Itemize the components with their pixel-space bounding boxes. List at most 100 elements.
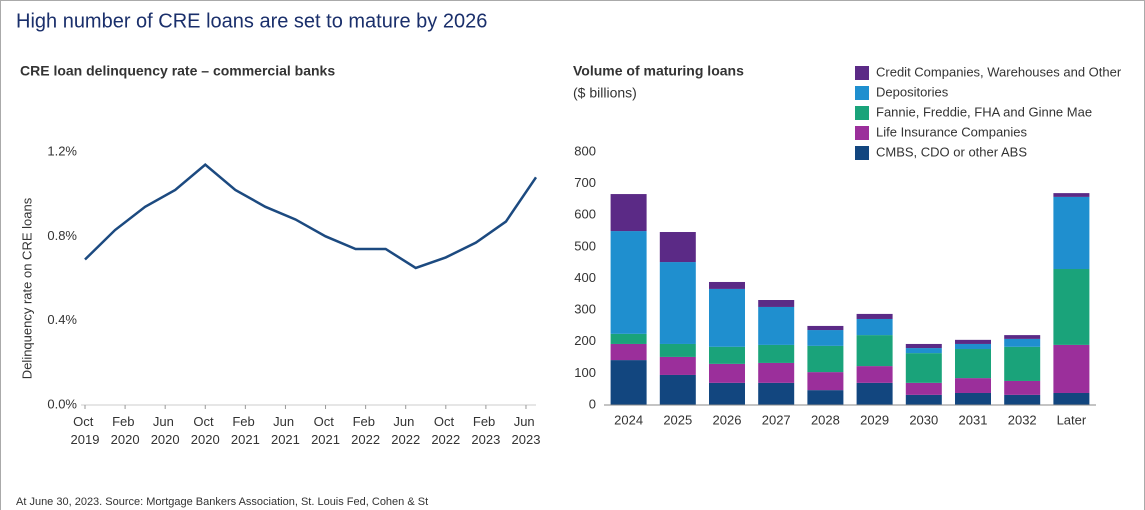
bar-segment — [905, 353, 942, 383]
x-tick-label-line: 2022 — [431, 432, 460, 447]
bar-segment — [709, 363, 745, 383]
bar-segment — [1004, 335, 1041, 339]
legend-swatch — [855, 126, 869, 140]
x-tick-label-line: Jun — [273, 414, 298, 429]
legend-label: Life Insurance Companies — [876, 124, 1028, 139]
bar-segment — [1004, 338, 1041, 347]
x-tick-label: Feb 2023 — [471, 414, 500, 447]
bar-segment — [1053, 344, 1090, 393]
bar-segment — [709, 346, 745, 364]
legend-swatch — [855, 146, 869, 160]
bar-segment — [856, 382, 893, 405]
x-tick-label-line: 2021 — [311, 432, 340, 447]
bar-segment — [856, 318, 893, 336]
x-tick-label-line: Feb — [353, 414, 379, 429]
bar-segment — [807, 372, 844, 391]
x-tick-label: Oct 2021 — [311, 414, 340, 447]
bar-segment — [955, 343, 991, 350]
bar-segment — [659, 356, 696, 375]
x-tick-label-line: 2021 — [271, 432, 300, 447]
y-tick-label: 0.8% — [47, 228, 77, 243]
legend-swatch — [855, 66, 869, 80]
bar-segment — [610, 194, 647, 232]
y-tick-label: 1.2% — [47, 143, 77, 158]
y-tick-label: 0.0% — [47, 396, 77, 411]
x-tick-label-line: Jun — [514, 414, 539, 429]
legend-label: Depositories — [876, 84, 949, 99]
x-tick-label: Jun 2022 — [391, 414, 420, 447]
x-tick-label-line: 2021 — [231, 432, 260, 447]
bar-segment — [955, 349, 991, 379]
x-tick-label-line: Oct — [314, 414, 338, 429]
x-tick-label: Jun 2023 — [512, 414, 541, 447]
y-tick-label: 800 — [574, 143, 596, 158]
line-series — [84, 163, 538, 270]
bar-segment — [807, 345, 844, 373]
bar-segment — [709, 281, 745, 289]
y-tick-label: 700 — [574, 175, 596, 190]
x-tick-label-line: 2019 — [71, 432, 100, 447]
bar-segment — [905, 343, 942, 349]
x-tick-label: 2026 — [713, 412, 742, 427]
x-tick-label: 2029 — [860, 412, 889, 427]
bar-segment — [955, 392, 991, 405]
bar-segment — [905, 348, 942, 354]
bar-segment — [1053, 196, 1090, 270]
page-title: High number of CRE loans are set to matu… — [16, 10, 487, 32]
x-tick-label-line: Jun — [393, 414, 418, 429]
bar-segment — [856, 313, 893, 319]
x-tick-label: 2030 — [909, 412, 938, 427]
x-tick-label: Oct 2020 — [191, 414, 220, 447]
bar-segment — [856, 335, 893, 367]
bar-segment — [905, 382, 942, 395]
y-axis-label: Delinquency rate on CRE loans — [19, 197, 34, 379]
x-tick-label-line: 2022 — [391, 432, 420, 447]
bar-segment — [1004, 346, 1041, 381]
bar-segment — [807, 330, 844, 346]
chart-title: Volume of maturing loans — [573, 63, 744, 79]
x-tick-label: Feb 2020 — [111, 414, 140, 447]
x-tick-label-line: 2022 — [351, 432, 380, 447]
bar-segment — [758, 300, 795, 307]
bar-segment — [1004, 380, 1041, 395]
legend-swatch — [855, 106, 869, 120]
x-tick-label-line: Feb — [232, 414, 258, 429]
y-tick-label: 500 — [574, 238, 596, 253]
x-tick-label-line: 2023 — [471, 432, 500, 447]
x-tick-label: Feb 2021 — [231, 414, 260, 447]
legend-swatch — [855, 86, 869, 100]
x-tick-label-line: 2020 — [191, 432, 220, 447]
x-tick-label-line: 2020 — [151, 432, 180, 447]
x-tick-label-line: Oct — [434, 414, 458, 429]
bar-segment — [807, 325, 844, 331]
bar-segment — [709, 382, 745, 405]
y-tick-label: 0.4% — [47, 312, 77, 327]
bar-segment — [955, 378, 991, 393]
x-tick-label: 2028 — [811, 412, 840, 427]
legend-label: Credit Companies, Warehouses and Other — [876, 64, 1122, 79]
bar-segment — [807, 390, 844, 405]
y-tick-label: 400 — [574, 270, 596, 285]
legend-label: Fannie, Freddie, FHA and Ginne Mae — [876, 104, 1092, 119]
bar-segment — [659, 262, 696, 344]
x-tick-label: 2024 — [614, 412, 643, 427]
x-tick-label: Feb 2022 — [351, 414, 380, 447]
x-tick-label: Jun 2020 — [151, 414, 180, 447]
bar-segment — [610, 333, 647, 344]
bar-segment — [610, 360, 647, 405]
x-tick-label-line: 2020 — [111, 432, 140, 447]
x-tick-label-line: Oct — [73, 414, 97, 429]
y-tick-label: 200 — [574, 333, 596, 348]
bar-segment — [659, 343, 696, 357]
x-tick-label: Jun 2021 — [271, 414, 300, 447]
x-tick-label-line: Feb — [112, 414, 138, 429]
y-tick-label: 100 — [574, 365, 596, 380]
x-tick-label-line: Oct — [193, 414, 217, 429]
x-tick-label: 2032 — [1008, 412, 1037, 427]
x-tick-label-line: Jun — [153, 414, 178, 429]
chart-subtitle: ($ billions) — [573, 85, 637, 101]
bar-segment — [1053, 269, 1090, 345]
bar-segment — [610, 343, 647, 361]
